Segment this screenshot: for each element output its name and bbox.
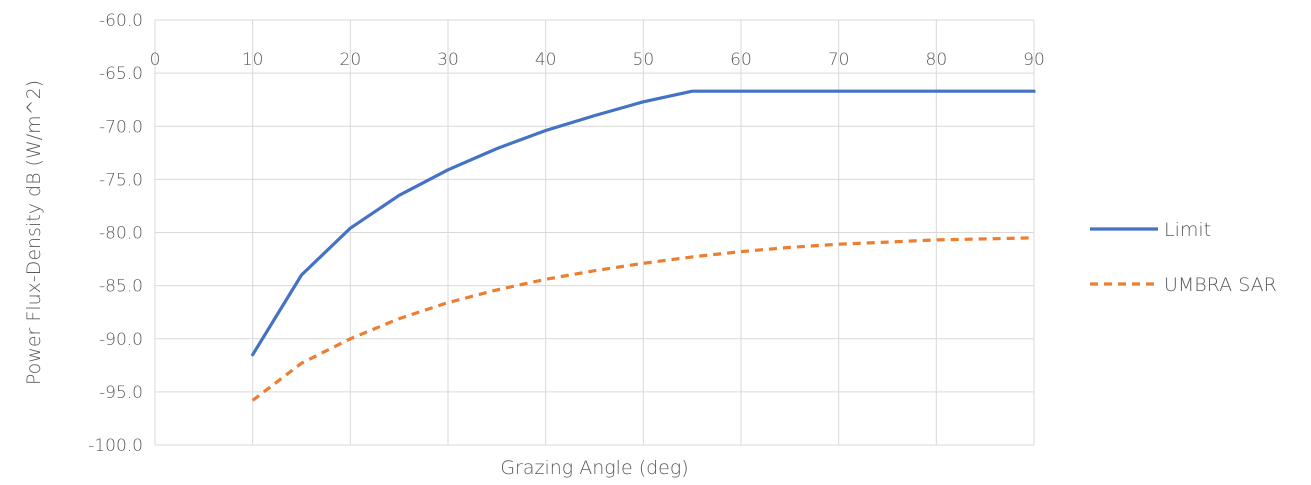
- y-tick-label: -80.0: [99, 224, 143, 244]
- series-line-limit: [251, 89, 1036, 357]
- y-tick-label: -65.0: [99, 64, 143, 84]
- y-axis-title: Power Flux-Density dB (W/m^2): [23, 80, 45, 385]
- x-tick-label: 20: [340, 50, 362, 70]
- legend-label-umbra-sar: UMBRA SAR: [1164, 274, 1277, 296]
- legend-label-limit: Limit: [1164, 219, 1211, 241]
- x-tick-label: 90: [1023, 50, 1045, 70]
- y-tick-label: -90.0: [99, 330, 143, 350]
- y-tick-label: -60.0: [99, 11, 143, 31]
- y-tick-label: -75.0: [99, 170, 143, 190]
- x-tick-label: 0: [150, 50, 161, 70]
- legend: Limit UMBRA SAR: [1090, 219, 1277, 296]
- series-lines: [251, 89, 1036, 402]
- x-tick-label: 70: [828, 50, 850, 70]
- gridlines: [154, 19, 1035, 446]
- x-tick-label: 10: [242, 50, 264, 70]
- y-tick-label: -70.0: [99, 117, 143, 137]
- tick-labels: -60.0 -65.0 -70.0 -75.0 -80.0 -85.0 -90.0 -95.0…: [88, 11, 1045, 456]
- y-tick-label: -85.0: [99, 277, 143, 297]
- x-tick-label: 50: [633, 50, 655, 70]
- y-tick-label: -100.0: [88, 436, 143, 456]
- x-tick-label: 80: [926, 50, 948, 70]
- x-tick-label: 60: [730, 50, 752, 70]
- x-tick-label: 40: [535, 50, 557, 70]
- x-tick-label: 30: [437, 50, 459, 70]
- axes: [154, 20, 1034, 446]
- x-axis-title: Grazing Angle (deg): [500, 457, 688, 479]
- y-tick-label: -95.0: [99, 383, 143, 403]
